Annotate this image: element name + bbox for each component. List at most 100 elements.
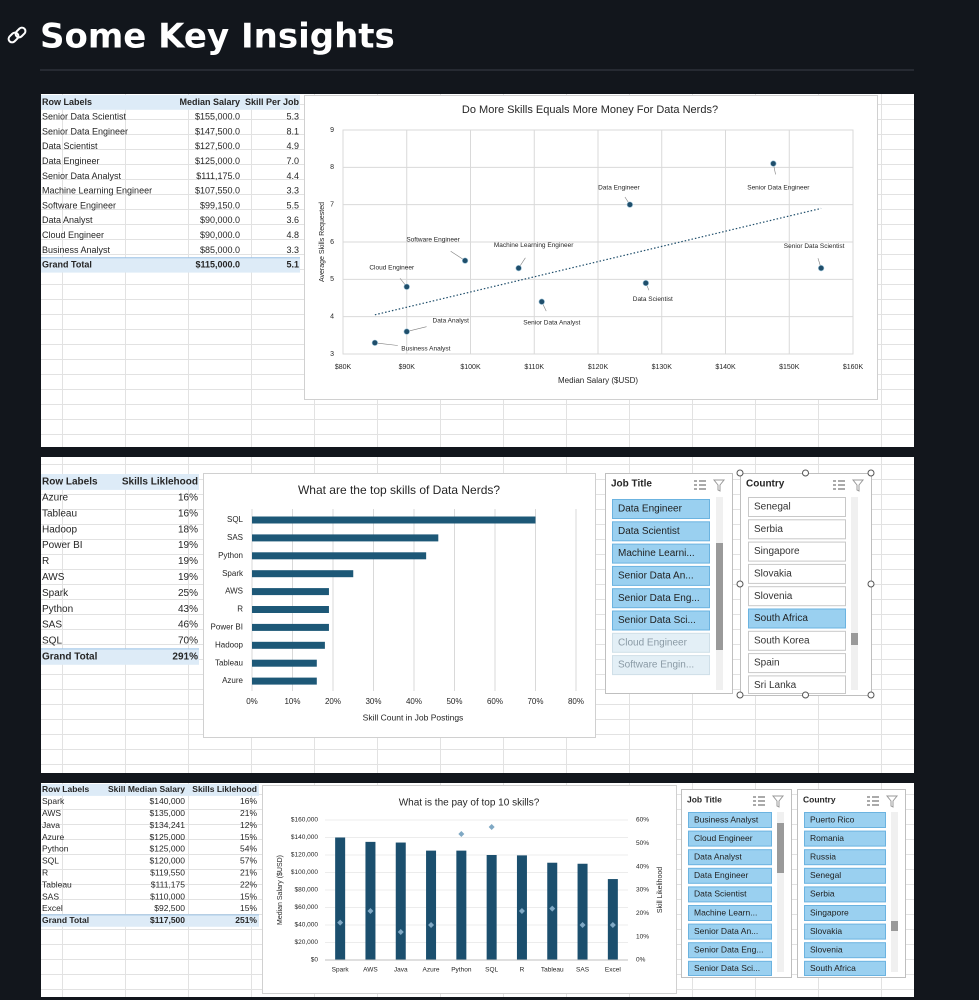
y2-tick-label: 10%: [636, 933, 649, 940]
slicer-item[interactable]: [748, 519, 846, 540]
slicer-item[interactable]: [612, 499, 710, 519]
scroll-thumb[interactable]: [777, 823, 784, 873]
slicer-item-label[interactable]: Senegal: [810, 870, 841, 880]
slicer-item[interactable]: [612, 521, 710, 542]
slicer-item[interactable]: [688, 867, 772, 884]
slicer-item[interactable]: [688, 812, 772, 828]
slicer-item-label[interactable]: Cloud Engineer: [618, 637, 688, 648]
slicer-item[interactable]: [804, 812, 886, 828]
scroll-track[interactable]: [851, 497, 858, 690]
slicer-item[interactable]: [612, 588, 710, 609]
slicer-item-label[interactable]: Serbia: [810, 889, 835, 899]
scroll-track[interactable]: [777, 812, 784, 972]
slicer-item[interactable]: [688, 886, 772, 903]
slicer-item[interactable]: [804, 867, 886, 884]
slicer-item-label[interactable]: Slovenia: [810, 944, 843, 954]
slicer-item[interactable]: [688, 942, 772, 959]
slicer-item-label[interactable]: Software Engin...: [618, 660, 694, 671]
slicer-item[interactable]: [748, 630, 846, 651]
slicer-item-label[interactable]: Senegal: [754, 502, 791, 513]
slicer-item[interactable]: [804, 942, 886, 959]
resize-handle[interactable]: [736, 469, 744, 477]
link-icon[interactable]: [7, 26, 27, 44]
clear-filter-icon[interactable]: [712, 479, 726, 492]
y-axis-title: Median Salary ($USD): [277, 855, 284, 925]
scroll-thumb[interactable]: [891, 921, 898, 931]
table-cell: 5.3: [286, 112, 299, 122]
resize-handle[interactable]: [802, 469, 809, 477]
table-cell: Senior Data Engineer: [42, 126, 128, 136]
slicer-item[interactable]: [804, 905, 886, 921]
slicer-item[interactable]: [688, 830, 772, 847]
total-cell: $115,000.0: [195, 260, 240, 270]
slicer-item[interactable]: [804, 830, 886, 847]
slicer-item-label[interactable]: Cloud Engineer: [694, 833, 753, 843]
slicer-item-label[interactable]: Slovakia: [754, 569, 792, 580]
slicer-item-label[interactable]: South Africa: [754, 613, 808, 624]
table-cell: 4.4: [286, 171, 299, 181]
slicer-item-label[interactable]: Machine Learn...: [694, 907, 757, 917]
slicer-item-label[interactable]: Russia: [810, 851, 836, 861]
slicer-item-label[interactable]: Business Analyst: [694, 814, 759, 824]
resize-handle[interactable]: [802, 691, 809, 699]
slicer-item-label[interactable]: Spain: [754, 658, 780, 669]
scroll-track[interactable]: [891, 812, 898, 972]
slicer-item[interactable]: [612, 543, 710, 564]
multi-select-icon[interactable]: [694, 480, 706, 490]
resize-handle[interactable]: [867, 580, 875, 588]
slicer-item[interactable]: [688, 905, 772, 921]
slicer-item[interactable]: [688, 849, 772, 866]
slicer-item[interactable]: [688, 960, 772, 976]
slicer-item-label[interactable]: Senior Data An...: [618, 571, 694, 582]
scroll-thumb[interactable]: [716, 543, 723, 650]
slicer-item[interactable]: [748, 608, 846, 629]
slicer-item[interactable]: [748, 563, 846, 584]
slicer-item-label[interactable]: Serbia: [754, 524, 783, 535]
slicer-item-label[interactable]: Data Engineer: [618, 504, 683, 515]
slicer-item-label[interactable]: Sri Lanka: [754, 680, 797, 691]
slicer-item[interactable]: [748, 541, 846, 562]
slicer-item-label[interactable]: South Korea: [754, 635, 810, 646]
slicer-item-label[interactable]: Romania: [810, 833, 844, 843]
multi-select-icon[interactable]: [753, 796, 765, 806]
multi-select-icon[interactable]: [833, 480, 845, 490]
slicer-item-label[interactable]: Senior Data Sci...: [694, 963, 760, 973]
slicer-item-label[interactable]: Singapore: [754, 546, 800, 557]
slicer-item[interactable]: [804, 923, 886, 940]
slicer-item-label[interactable]: Senior Data An...: [694, 926, 758, 936]
slicer-item[interactable]: [748, 675, 846, 695]
slicer-item[interactable]: [688, 923, 772, 940]
resize-handle[interactable]: [736, 691, 744, 699]
resize-handle[interactable]: [867, 691, 875, 699]
resize-handle[interactable]: [736, 580, 744, 588]
slicer-item-label[interactable]: Data Analyst: [694, 851, 742, 861]
multi-select-icon[interactable]: [867, 796, 879, 806]
slicer-item[interactable]: [612, 632, 710, 653]
slicer-item-label[interactable]: Data Scientist: [618, 526, 680, 537]
slicer-item-label[interactable]: Slovenia: [754, 591, 793, 602]
resize-handle[interactable]: [867, 469, 875, 477]
slicer-item[interactable]: [748, 497, 846, 517]
slicer-item[interactable]: [804, 849, 886, 866]
slicer-item[interactable]: [612, 565, 710, 586]
slicer-item-label[interactable]: Senior Data Eng...: [694, 944, 763, 954]
slicer-item-label[interactable]: Data Scientist: [694, 889, 747, 899]
slicer-item[interactable]: [748, 653, 846, 674]
slicer-item-label[interactable]: Slovakia: [810, 926, 842, 936]
slicer-item-label[interactable]: Singapore: [810, 907, 849, 917]
slicer-item[interactable]: [612, 610, 710, 631]
slicer-item-label[interactable]: South Africa: [810, 963, 856, 973]
slicer-item-label[interactable]: Machine Learni...: [618, 548, 695, 559]
clear-filter-icon[interactable]: [771, 795, 785, 808]
slicer-item[interactable]: [804, 886, 886, 903]
slicer-item[interactable]: [748, 586, 846, 607]
slicer-item-label[interactable]: Senior Data Sci...: [618, 615, 696, 626]
scroll-thumb[interactable]: [851, 633, 858, 645]
clear-filter-icon[interactable]: [851, 479, 865, 492]
slicer-item[interactable]: [612, 655, 710, 676]
slicer-item[interactable]: [804, 960, 886, 976]
slicer-item-label[interactable]: Puerto Rico: [810, 814, 855, 824]
clear-filter-icon[interactable]: [885, 795, 899, 808]
slicer-item-label[interactable]: Senior Data Eng...: [618, 593, 700, 604]
slicer-item-label[interactable]: Data Engineer: [694, 870, 749, 880]
